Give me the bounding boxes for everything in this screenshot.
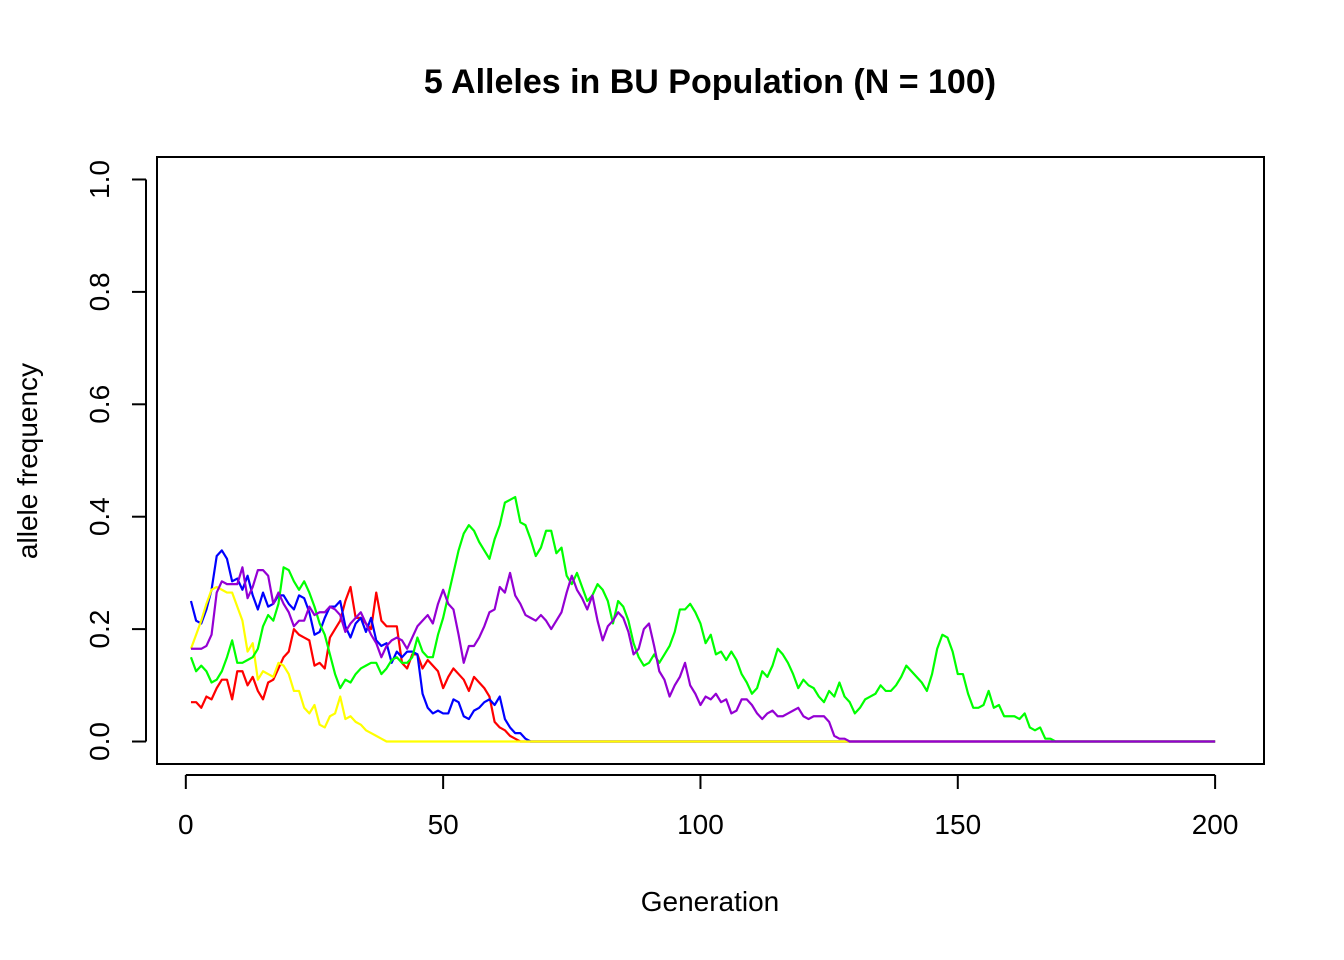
series-line-5 [190,566,1216,743]
plot-frame [156,156,1265,765]
y-axis: 0.0 0.2 0.4 0.6 0.8 1.0 [84,160,147,761]
y-tick-label: 0.6 [84,385,115,424]
x-tick-label: 200 [1192,809,1239,840]
y-axis-label: allele frequency [12,363,43,559]
chart-title: 5 Alleles in BU Population (N = 100) [424,63,996,101]
y-tick-label: 1.0 [84,160,115,199]
x-tick-label: 0 [178,809,194,840]
series-group [189,495,1216,743]
y-tick-label: 0.2 [84,610,115,649]
y-tick-label: 0.4 [84,497,115,536]
series-line-3 [189,585,1216,743]
x-tick-label: 50 [428,809,459,840]
x-tick-label: 150 [934,809,981,840]
x-axis-label: Generation [641,886,780,917]
x-tick-label: 100 [677,809,724,840]
y-tick-label: 0.8 [84,272,115,311]
series-line-4 [189,495,1216,743]
y-tick-label: 0.0 [84,722,115,761]
x-axis: 0 50 100 150 200 [178,774,1239,840]
series-line-2 [189,549,1216,743]
